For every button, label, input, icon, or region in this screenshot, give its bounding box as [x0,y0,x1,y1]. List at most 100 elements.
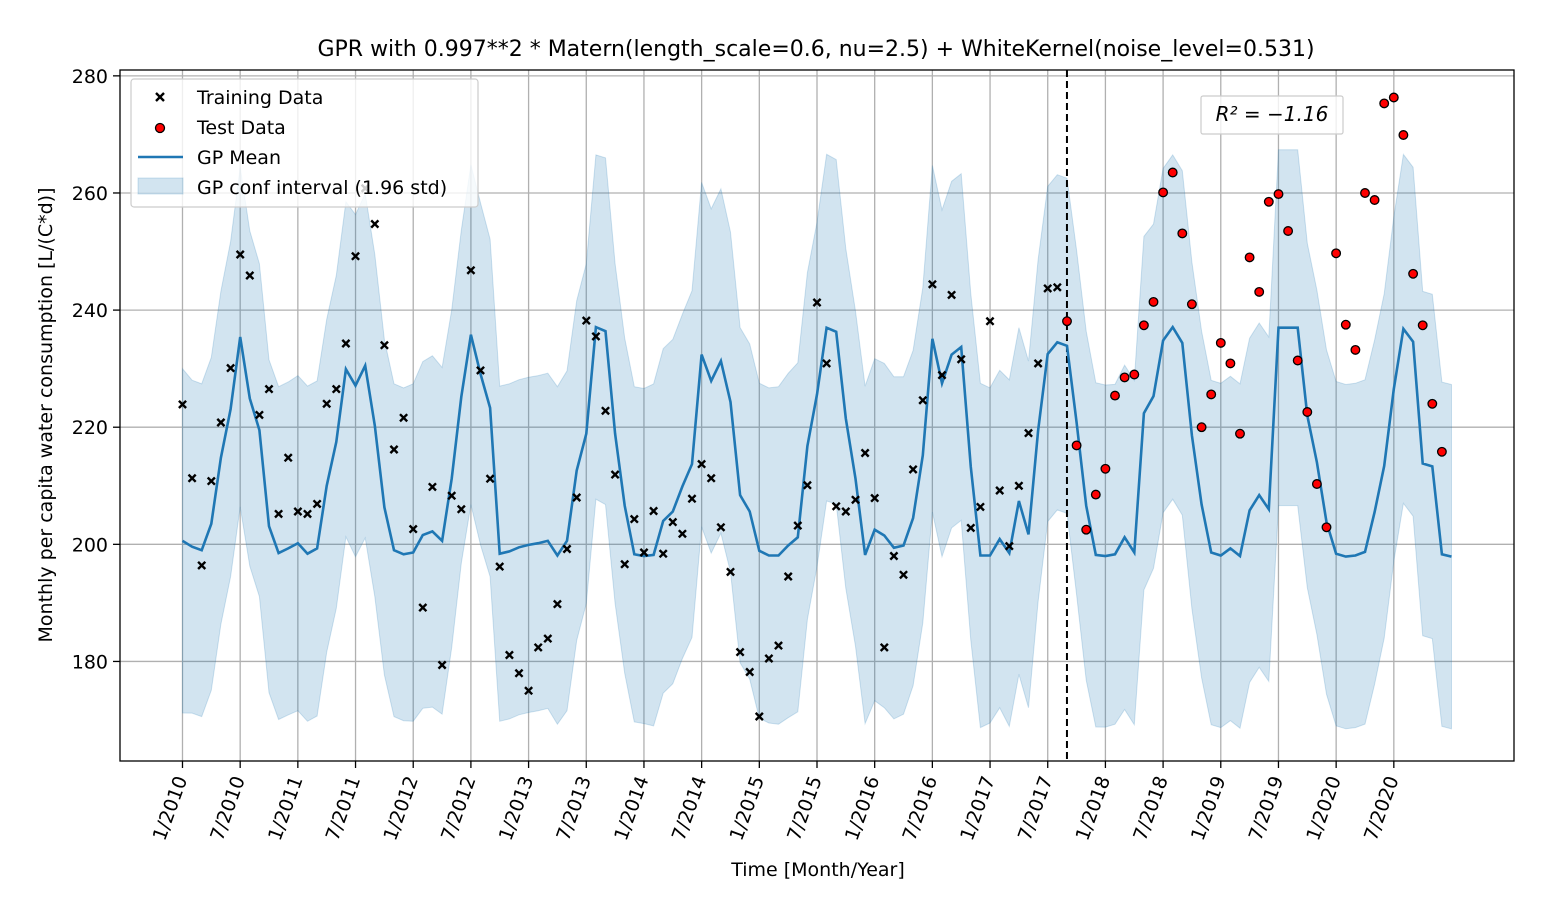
test-point [1350,344,1361,355]
training-point [697,459,707,469]
training-point [995,486,1005,495]
test-point [1369,195,1380,205]
training-point [870,493,880,503]
test-point [1071,440,1082,451]
test-point [1379,98,1390,109]
training-point [677,529,687,539]
training-point [514,668,524,678]
training-point [245,271,255,280]
training-point [427,482,437,492]
training-point [504,650,514,660]
training-point [879,642,889,652]
training-point [629,514,639,524]
test-point [1388,92,1399,103]
test-point [1263,196,1274,207]
training-point [216,418,226,427]
test-point [1292,355,1303,366]
test-point [1408,268,1419,279]
legend-frame [130,78,479,208]
training-point [975,502,985,512]
training-point [283,453,293,463]
training-point [610,470,620,480]
test-point [1302,407,1313,417]
training-point [774,641,783,651]
test-point [1158,187,1169,198]
training-point [178,399,187,409]
training-point [947,290,957,300]
training-point [812,298,822,307]
test-point [1215,337,1226,348]
chart-title: GPR with 0.997**2 * Matern(length_scale=… [317,37,1314,62]
training-point [264,384,274,394]
training-point [860,448,870,458]
training-point [456,504,466,514]
training-point [1004,541,1014,551]
training-point [476,365,485,375]
training-point [1043,283,1053,293]
test-data-points [1062,92,1447,535]
y-tick-label: 260 [72,183,108,205]
test-point [1273,189,1284,200]
test-point [1225,358,1236,369]
training-point [1033,358,1043,368]
training-point [418,603,428,613]
training-point [562,544,572,554]
test-point [1148,296,1159,307]
training-point [379,340,389,350]
training-point [601,406,610,416]
training-point [437,660,447,670]
legend-training-x-icon [155,92,165,102]
training-point [370,219,380,229]
test-point [1090,489,1101,500]
training-point [581,316,591,326]
training-point [572,493,582,502]
training-point [937,370,947,380]
training-point [841,507,851,516]
x-axis-label: Time [Month/Year] [730,859,905,881]
test-point [1427,398,1438,409]
training-point [649,506,659,516]
test-point [1196,422,1207,433]
training-point [735,647,745,657]
gp-mean-line [181,324,1452,559]
training-point [639,548,649,557]
legend-conf-interval-patch-icon [137,177,184,195]
training-point [908,464,918,474]
legend-item-gp-mean: GP Mean [197,147,281,169]
training-point [822,358,832,368]
y-tick-label: 220 [72,417,108,439]
training-point [745,667,755,677]
r-squared-text: R² = −1.16 [1216,102,1329,126]
training-point [706,473,716,483]
test-point [1283,226,1294,236]
test-point [1206,389,1217,400]
training-point [197,560,207,570]
legend-item-training-data: Training Data [196,87,323,109]
training-point [303,509,312,519]
legend-test-circle-icon [154,122,166,134]
test-point [1138,320,1149,331]
training-point [831,501,841,511]
training-point [543,634,553,644]
training-point [899,570,908,580]
training-point [312,499,322,509]
test-point [1254,286,1265,297]
training-point [533,642,543,652]
y-tick-label: 240 [72,300,108,322]
test-point [1062,316,1072,327]
training-point [293,507,303,516]
test-point [1417,320,1428,331]
training-point [764,654,774,663]
test-point [1081,524,1092,535]
training-point [1024,428,1033,438]
training-point [889,551,899,561]
training-point [1014,481,1024,491]
test-point [1331,248,1342,259]
test-point [1235,428,1245,439]
legend-item-test-data: Test Data [196,117,286,139]
training-point [754,712,764,721]
test-point [1177,228,1188,239]
test-point [1100,463,1111,474]
training-point [552,599,562,609]
